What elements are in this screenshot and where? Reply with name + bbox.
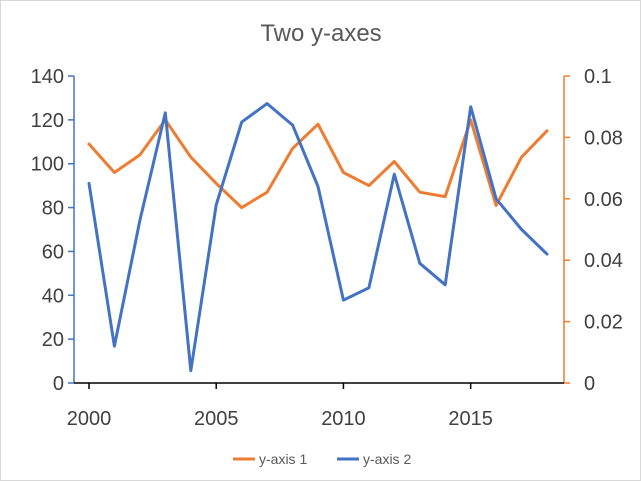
right-y-tick-label: 0.08 xyxy=(584,127,623,149)
left-y-tick-label: 120 xyxy=(31,110,64,132)
left-y-tick-label: 60 xyxy=(42,241,64,263)
left-y-tick-label: 80 xyxy=(42,198,64,220)
x-tick-label: 2010 xyxy=(321,408,366,430)
x-tick-label: 2015 xyxy=(448,408,493,430)
right-y-tick-label: 0.1 xyxy=(584,66,612,88)
left-y-tick-label: 140 xyxy=(31,66,64,88)
series-line-2 xyxy=(87,102,549,373)
right-y-tick-label: 0.02 xyxy=(584,312,623,334)
axes: 0 20 40 60 80 100 120 140 0 0.02 0.04 0.06 0.08 0.1 20… xyxy=(31,66,623,430)
left-y-tick-label: 40 xyxy=(42,285,64,307)
chart-title: Two y-axes xyxy=(260,20,381,47)
x-tick-label: 2005 xyxy=(194,408,239,430)
legend-label: y-axis 1 xyxy=(259,451,307,467)
left-y-tick-label: 20 xyxy=(42,329,64,351)
left-y-tick-label: 0 xyxy=(53,373,64,395)
legend-label: y-axis 2 xyxy=(363,451,411,467)
x-tick-label: 2000 xyxy=(67,408,112,430)
right-y-tick-label: 0.04 xyxy=(584,250,623,272)
series-lines xyxy=(87,102,549,373)
right-y-tick-label: 0.06 xyxy=(584,189,623,211)
right-y-tick-label: 0 xyxy=(584,373,595,395)
left-y-tick-label: 100 xyxy=(31,154,64,176)
legend: y-axis 1 y-axis 2 xyxy=(233,451,411,467)
